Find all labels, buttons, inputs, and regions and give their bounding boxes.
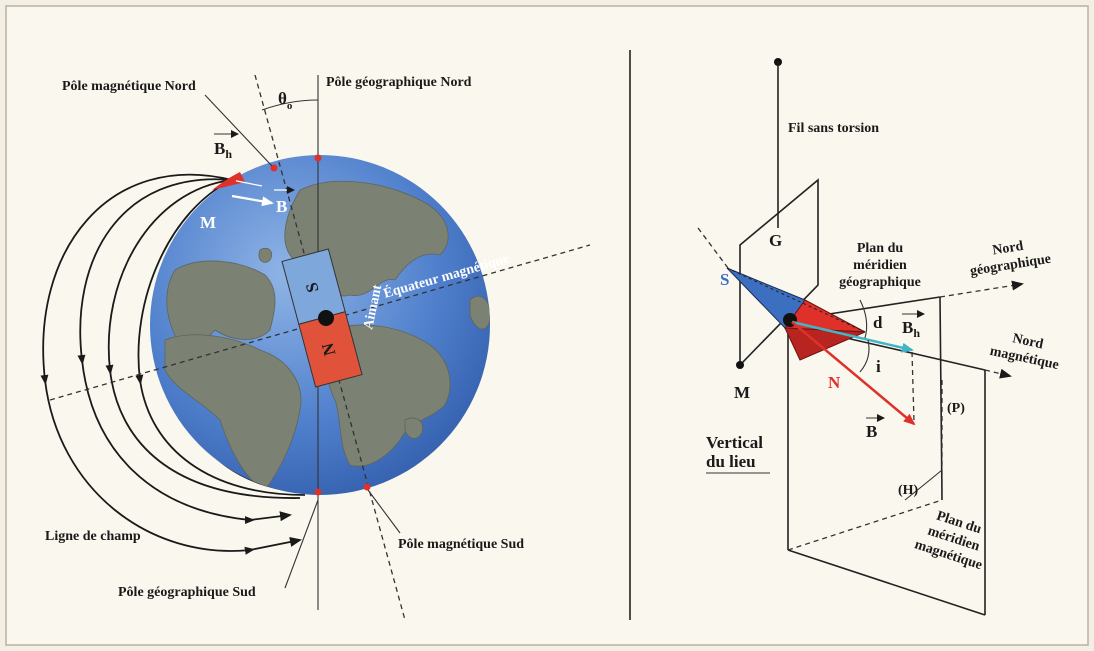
h-label: (H) <box>898 483 919 498</box>
mag-plane-edge <box>787 549 986 616</box>
field-line-label: Ligne de champ <box>45 529 141 544</box>
bh-sub: h <box>225 147 232 161</box>
geo-plane-label: Plan du méridien géographique <box>839 241 921 290</box>
left-panel: S N Aimant Pôle magnétique Nord θo Pôle … <box>40 74 591 621</box>
wire-label: Fil sans torsion <box>788 121 879 136</box>
magnet: S N <box>281 248 363 388</box>
bh-guide <box>231 179 263 187</box>
angle-i <box>859 339 870 373</box>
line: Plan du <box>857 241 904 256</box>
s-label: S <box>720 270 729 289</box>
d-label: d <box>873 313 883 332</box>
needle-line <box>726 267 866 333</box>
i-label: i <box>876 357 881 376</box>
bh-label: Bh <box>214 139 232 161</box>
leader <box>284 499 319 589</box>
m-label: M <box>734 383 750 402</box>
bh-vector <box>791 320 914 353</box>
mag-north-direction <box>984 368 1012 379</box>
geographic-north-label: Pôle géographique Nord <box>326 75 472 90</box>
bh-base: B <box>902 318 913 337</box>
geographic-south-label: Pôle géographique Sud <box>118 585 256 600</box>
geo-south-dot <box>314 488 322 496</box>
leader <box>367 489 401 534</box>
line: Vertical <box>706 433 763 452</box>
m-label: M <box>200 213 216 232</box>
bh-base: B <box>214 139 225 158</box>
line: Nord <box>1011 331 1045 352</box>
g-label: G <box>769 231 782 250</box>
n-label: N <box>828 373 841 392</box>
geo-north-direction <box>939 280 1024 298</box>
bh-label: Bh <box>902 318 920 340</box>
continent <box>164 334 302 491</box>
mag-north-dot <box>270 164 278 172</box>
line: du lieu <box>706 452 756 471</box>
island <box>258 247 273 263</box>
line: géographique <box>839 275 921 290</box>
theta-base: θ <box>278 89 287 108</box>
b-vector <box>791 321 916 426</box>
vertical-label: Vertical du lieu <box>706 433 763 471</box>
mag-south-dot <box>363 483 371 491</box>
geo-plane-edge <box>939 296 943 501</box>
b-vector <box>231 194 274 207</box>
bh-sub: h <box>913 326 920 340</box>
magnetic-north-label: Pôle magnétique Nord <box>62 79 196 94</box>
continent <box>166 260 276 352</box>
angle-arc <box>904 469 943 501</box>
theta-sub: o <box>287 100 293 112</box>
point-m <box>736 361 744 369</box>
geo-north-dot <box>314 154 322 162</box>
b-label: B <box>866 422 877 441</box>
line: Nord <box>991 239 1024 259</box>
point-m <box>228 177 236 185</box>
magnetic-south-label: Pôle magnétique Sud <box>398 537 524 552</box>
magnet-n-label: N <box>318 340 340 357</box>
p-label: (P) <box>947 401 965 416</box>
needle-frame <box>739 178 819 367</box>
angle-d <box>859 299 868 339</box>
b-label: B <box>276 197 287 216</box>
line: méridien <box>853 258 907 273</box>
theta-label: θo <box>278 89 293 112</box>
pivot <box>318 310 334 326</box>
vertical-component <box>911 351 915 423</box>
theta-arc <box>261 99 319 111</box>
field-line <box>40 173 302 555</box>
island <box>404 417 423 439</box>
